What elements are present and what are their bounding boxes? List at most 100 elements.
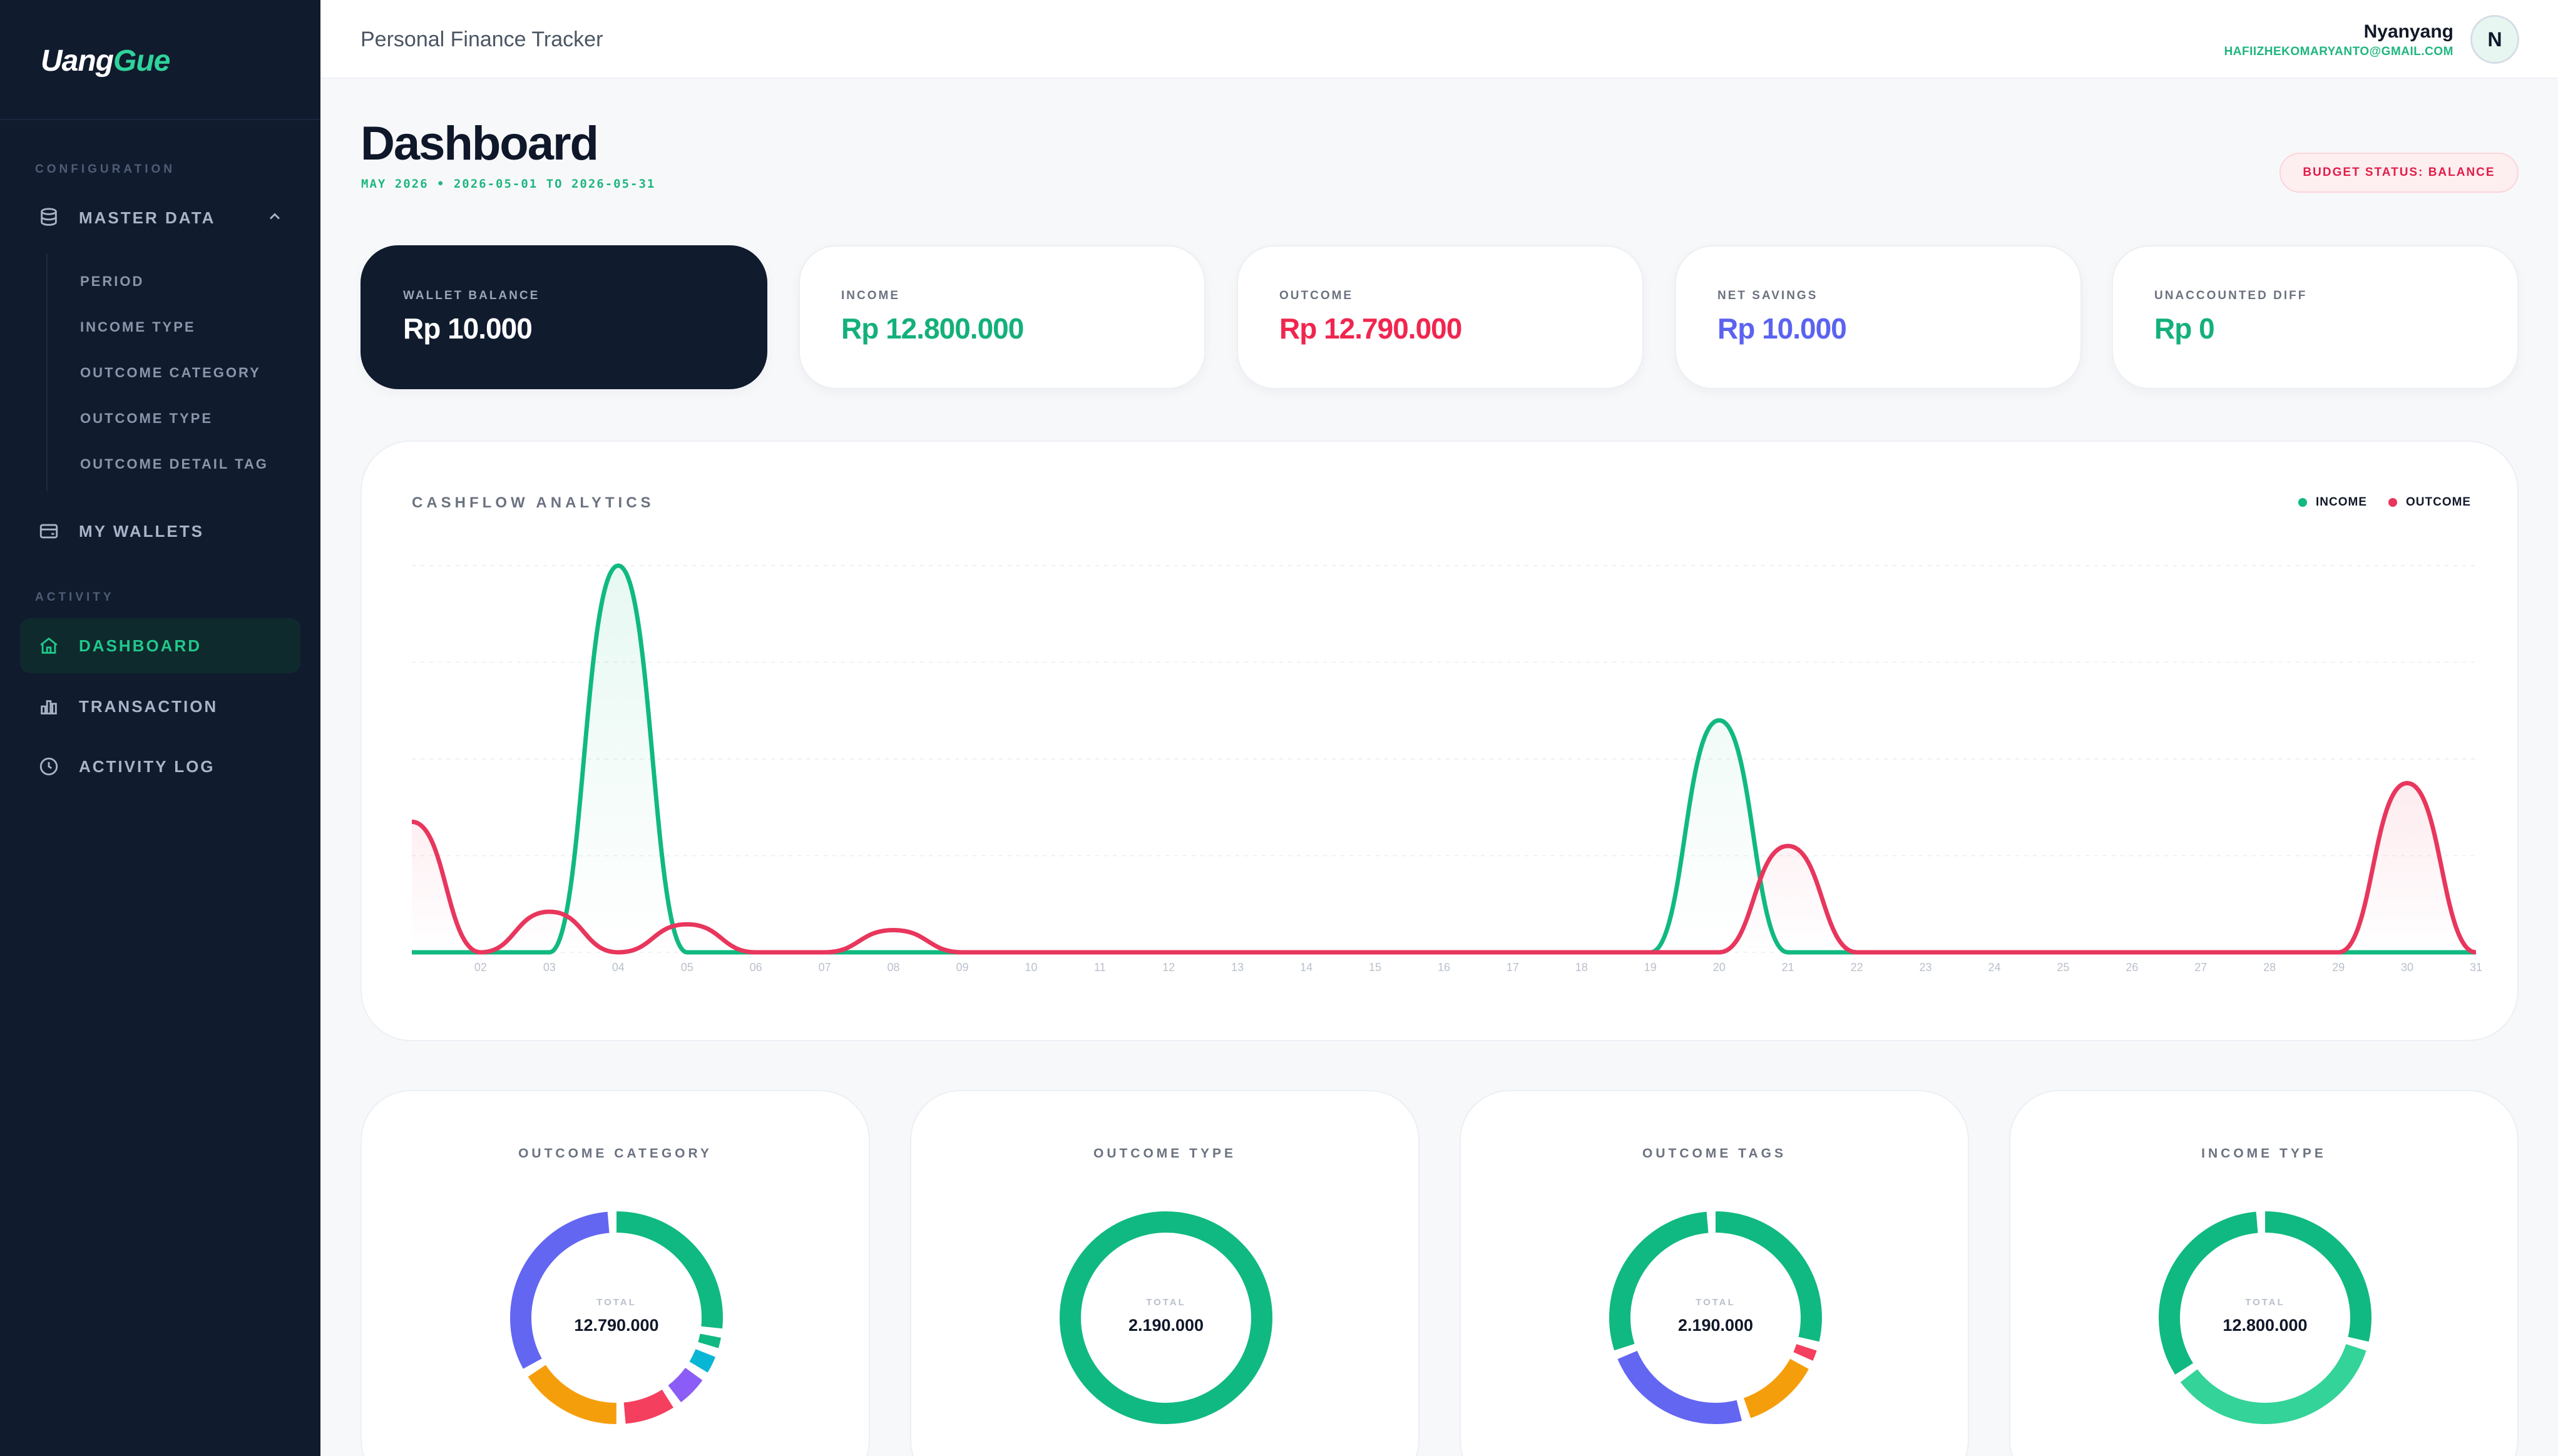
card-label: WALLET BALANCE (403, 289, 540, 302)
x-tick-label: 03 (543, 961, 556, 974)
sidebar-item-label: DASHBOARD (79, 636, 202, 655)
donut-title: INCOME TYPE (2201, 1146, 2326, 1161)
donut-card-outcome-type: TOTAL 2.190.000 OUTCOME TYPE (910, 1090, 1420, 1456)
x-tick-label: 08 (888, 961, 900, 974)
sidebar-item-transaction[interactable]: TRANSACTION (20, 679, 300, 734)
budget-status-badge: BUDGET STATUS: BALANCE (2279, 153, 2519, 193)
card-value: Rp 12.800.000 (841, 312, 1024, 345)
chart-title: CASHFLOW ANALYTICS (412, 494, 655, 511)
chevron-up-icon[interactable] (266, 208, 284, 228)
donut-title: OUTCOME TAGS (1642, 1146, 1786, 1161)
donut-total-label: TOTAL (1696, 1297, 1736, 1308)
x-tick-label: 19 (1644, 961, 1657, 974)
series-area-income (412, 566, 2476, 952)
donut-card-outcome-tags: TOTAL 2.190.000 OUTCOME TAGS (1460, 1090, 1969, 1456)
x-tick-label: 09 (956, 961, 968, 974)
card-label: OUTCOME (1279, 289, 1354, 302)
donut-chart: TOTAL 2.190.000 (1060, 1211, 1272, 1424)
user-name: Nyanyang (2363, 21, 2453, 42)
x-tick-label: 27 (2194, 961, 2207, 974)
donut-total-label: TOTAL (1146, 1297, 1186, 1308)
sidebar-subitem-income-type[interactable]: INCOME TYPE (80, 319, 196, 335)
series-line-outcome[interactable] (411, 781, 2477, 955)
sidebar-subitem-outcome-category[interactable]: OUTCOME CATEGORY (80, 365, 261, 380)
x-tick-label: 10 (1025, 961, 1037, 974)
x-tick-label: 29 (2332, 961, 2345, 974)
donut-slice[interactable] (2159, 1211, 2371, 1424)
donut-total-value: 12.790.000 (574, 1316, 658, 1335)
page-title: Dashboard (361, 117, 599, 170)
clock-icon (36, 754, 61, 779)
logo-text-main: Uang (41, 44, 114, 78)
x-tick-label: 28 (2263, 961, 2276, 974)
donut-slice[interactable] (510, 1211, 723, 1424)
x-tick-label: 25 (2057, 961, 2069, 974)
sidebar-item-label: MASTER DATA (79, 208, 216, 227)
wallet-icon (36, 519, 61, 544)
donut-slice[interactable] (1609, 1211, 1822, 1424)
series-area-outcome (412, 783, 2476, 952)
sidebar-item-dashboard[interactable]: DASHBOARD (20, 618, 300, 673)
avatar[interactable]: N (2470, 15, 2519, 64)
user-email: HAFIIZHEKOMARYANTO@GMAIL.COM (2224, 45, 2453, 58)
legend-label: OUTCOME (2406, 496, 2472, 509)
donut-card-outcome-category: TOTAL 12.790.000 OUTCOME CATEGORY (361, 1090, 870, 1456)
sidebar-subitem-outcome-detail-tag[interactable]: OUTCOME DETAIL TAG (80, 456, 269, 472)
donut-slice[interactable] (1060, 1211, 1272, 1424)
wallet-balance-card: WALLET BALANCE Rp 10.000 (361, 245, 767, 389)
sidebar-item-my-wallets[interactable]: MY WALLETS (20, 504, 300, 559)
sidebar: UangGue CONFIGURATION MASTER DATA PERIOD… (0, 0, 320, 1456)
card-label: UNACCOUNTED DIFF (2154, 289, 2308, 302)
donut-slice[interactable] (2159, 1211, 2371, 1424)
sidebar-item-master-data[interactable]: MASTER DATA (20, 190, 300, 245)
donut-chart: TOTAL 12.800.000 (2159, 1211, 2371, 1424)
section-label-activity: ACTIVITY (35, 591, 115, 604)
sidebar-subitem-period[interactable]: PERIOD (80, 273, 145, 289)
x-tick-label: 14 (1300, 961, 1312, 974)
x-tick-label: 23 (1920, 961, 1932, 974)
donut-chart: TOTAL 2.190.000 (1609, 1211, 1822, 1424)
legend-label: INCOME (2316, 496, 2367, 509)
x-tick-label: 17 (1507, 961, 1519, 974)
x-tick-label: 21 (1782, 961, 1794, 974)
donut-title: OUTCOME CATEGORY (518, 1146, 712, 1161)
legend-income[interactable]: INCOME (2298, 496, 2367, 509)
x-tick-label: 04 (612, 961, 625, 974)
donut-title: OUTCOME TYPE (1093, 1146, 1236, 1161)
x-tick-label: 06 (750, 961, 762, 974)
net-savings-card: NET SAVINGS Rp 10.000 (1675, 245, 2082, 389)
donut-total-label: TOTAL (2245, 1297, 2285, 1308)
period-range: MAY 2026 • 2026-05-01 TO 2026-05-31 (361, 177, 656, 191)
sidebar-item-label: TRANSACTION (79, 696, 218, 716)
income-card: INCOME Rp 12.800.000 (799, 245, 1205, 389)
legend-outcome[interactable]: OUTCOME (2388, 496, 2471, 509)
x-tick-label: 11 (1094, 961, 1106, 974)
x-tick-label: 20 (1713, 961, 1726, 974)
card-value: Rp 10.000 (403, 312, 533, 345)
x-tick-label: 12 (1162, 961, 1175, 974)
outcome-card: OUTCOME Rp 12.790.000 (1237, 245, 1644, 389)
sidebar-subitem-outcome-type[interactable]: OUTCOME TYPE (80, 410, 213, 426)
card-label: INCOME (841, 289, 900, 302)
x-tick-label: 31 (2470, 961, 2482, 974)
x-tick-label: 22 (1851, 961, 1863, 974)
x-tick-label: 05 (681, 961, 693, 974)
x-tick-label: 30 (2401, 961, 2413, 974)
donut-slice[interactable] (2159, 1211, 2371, 1424)
legend-dot (2298, 498, 2307, 507)
bar-chart-icon (36, 694, 61, 719)
submenu-guide-line (46, 253, 48, 491)
app-logo[interactable]: UangGue (41, 44, 170, 78)
donut-slice[interactable] (1609, 1211, 1822, 1424)
top-header: Personal Finance Tracker Nyanyang HAFIIZ… (320, 0, 2558, 79)
donut-total-label: TOTAL (596, 1297, 637, 1308)
app-title: Personal Finance Tracker (361, 28, 603, 51)
sidebar-item-label: MY WALLETS (79, 521, 204, 541)
sidebar-item-activity-log[interactable]: ACTIVITY LOG (20, 739, 300, 794)
donut-slice[interactable] (510, 1211, 723, 1424)
sidebar-divider (0, 119, 320, 120)
donut-card-income-type: TOTAL 12.800.000 INCOME TYPE (2009, 1090, 2519, 1456)
sidebar-item-label: ACTIVITY LOG (79, 756, 215, 776)
donut-slice[interactable] (1609, 1211, 1822, 1424)
card-label: NET SAVINGS (1717, 289, 1818, 302)
